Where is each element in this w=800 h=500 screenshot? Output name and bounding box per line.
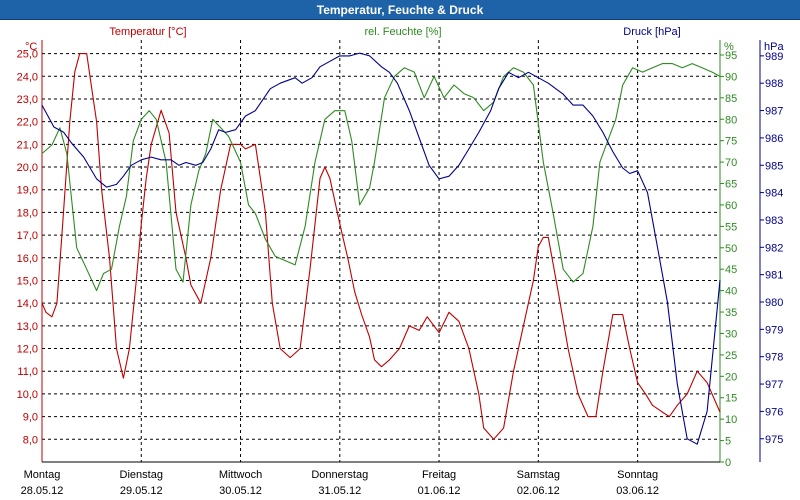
axes: [41, 40, 761, 463]
humidity-tick-label: 5: [725, 436, 731, 448]
pressure-tick-label: 989: [765, 51, 783, 63]
humidity-tick-label: 50: [725, 243, 737, 255]
humidity-tick-label: 10: [725, 414, 737, 426]
day-label: Donnerstag: [311, 469, 368, 481]
humidity-tick-label: 30: [725, 328, 737, 340]
temp-tick-label: 9,0: [23, 412, 38, 424]
humidity-line: [41, 63, 721, 292]
pressure-tick-label: 986: [765, 133, 783, 145]
temp-tick-label: 10,0: [17, 389, 38, 401]
temp-tick-label: 22,0: [17, 117, 38, 129]
temp-tick-label: 20,0: [17, 162, 38, 174]
humidity-tick-label: 85: [725, 93, 737, 105]
pressure-tick-label: 975: [765, 434, 783, 446]
axis-titles: °C Temperatur [°C] rel. Feuchte [%] % Dr…: [25, 26, 784, 53]
date-label: 29.05.12: [120, 485, 163, 497]
temp-tick-label: 8,0: [23, 434, 38, 446]
pressure-line: [41, 52, 721, 445]
temp-tick-label: 17,0: [17, 230, 38, 242]
date-label: 31.05.12: [318, 485, 361, 497]
day-label: Sonntag: [617, 469, 658, 481]
date-label: 28.05.12: [21, 485, 64, 497]
humidity-tick-label: 0: [725, 457, 731, 469]
humidity-tick-label: 80: [725, 114, 737, 126]
pressure-tick-label: 987: [765, 106, 783, 118]
temp-tick-label: 21,0: [17, 139, 38, 151]
temp-tick-label: 19,0: [17, 185, 38, 197]
humidity-tick-label: 70: [725, 157, 737, 169]
day-label: Montag: [24, 469, 61, 481]
humidity-tick-label: 55: [725, 221, 737, 233]
humidity-tick-label: 90: [725, 71, 737, 83]
temp-tick-label: 14,0: [17, 298, 38, 310]
temp-tick-label: 15,0: [17, 275, 38, 287]
temp-tick-label: 23,0: [17, 94, 38, 106]
day-label: Mittwoch: [219, 469, 262, 481]
pressure-ticks: 989 988 987 986 985 984 983 982 981 980 979 978 977 9…: [760, 51, 783, 446]
temp-tick-label: 16,0: [17, 253, 38, 265]
humidity-tick-label: 25: [725, 350, 737, 362]
pressure-tick-label: 982: [765, 242, 783, 254]
series-lines: [41, 52, 721, 445]
pressure-axis-title: Druck [hPa]: [623, 26, 680, 38]
humidity-unit-label: %: [724, 41, 734, 53]
temp-unit-label: °C: [25, 41, 37, 53]
pressure-tick-label: 980: [765, 297, 783, 309]
temp-tick-label: 13,0: [17, 321, 38, 333]
humidity-axis-title: rel. Feuchte [%]: [364, 26, 441, 38]
pressure-unit-label: hPa: [764, 41, 784, 53]
humidity-tick-label: 95: [725, 50, 737, 62]
chart: 25,0 24,0 23,0 22,0 21,0 20,0 19,0 18,0 17,0 16,0…: [17, 26, 785, 497]
grid: [41, 40, 720, 462]
pressure-tick-label: 979: [765, 324, 783, 336]
date-label: 30.05.12: [219, 485, 262, 497]
temp-ticks: 25,0 24,0 23,0 22,0 21,0 20,0 19,0 18,0 17,0 16,0…: [17, 49, 38, 447]
pressure-tick-label: 988: [765, 78, 783, 90]
date-label: 03.06.12: [616, 485, 659, 497]
pressure-tick-label: 981: [765, 270, 783, 282]
humidity-tick-label: 15: [725, 393, 737, 405]
pressure-tick-label: 983: [765, 215, 783, 227]
humidity-tick-label: 60: [725, 200, 737, 212]
pressure-tick-label: 984: [765, 188, 783, 200]
pressure-tick-label: 985: [765, 160, 783, 172]
temp-axis-title: Temperatur [°C]: [109, 26, 186, 38]
date-label: 02.06.12: [517, 485, 560, 497]
day-label: Dienstag: [120, 469, 163, 481]
date-label: 01.06.12: [418, 485, 461, 497]
temp-tick-label: 25,0: [17, 49, 38, 61]
day-label: Freitag: [422, 469, 456, 481]
day-label: Samstag: [517, 469, 560, 481]
temp-tick-label: 18,0: [17, 207, 38, 219]
pressure-tick-label: 976: [765, 406, 783, 418]
temp-tick-label: 12,0: [17, 344, 38, 356]
pressure-tick-label: 977: [765, 379, 783, 391]
humidity-tick-label: 20: [725, 371, 737, 383]
day-labels: Montag 28.05.12 Dienstag 29.05.12 Mittwoch 30…: [21, 469, 659, 497]
chart-title-bar: Temperatur, Feuchte & Druck: [0, 0, 800, 20]
humidity-tick-label: 65: [725, 179, 737, 191]
humidity-tick-label: 40: [725, 286, 737, 298]
temperature-line: [41, 53, 721, 440]
humidity-tick-label: 35: [725, 307, 737, 319]
pressure-tick-label: 978: [765, 352, 783, 364]
temp-tick-label: 24,0: [17, 71, 38, 83]
chart-title: Temperatur, Feuchte & Druck: [316, 3, 484, 17]
temp-tick-label: 11,0: [17, 366, 38, 378]
humidity-tick-label: 75: [725, 136, 737, 148]
humidity-tick-label: 45: [725, 264, 737, 276]
